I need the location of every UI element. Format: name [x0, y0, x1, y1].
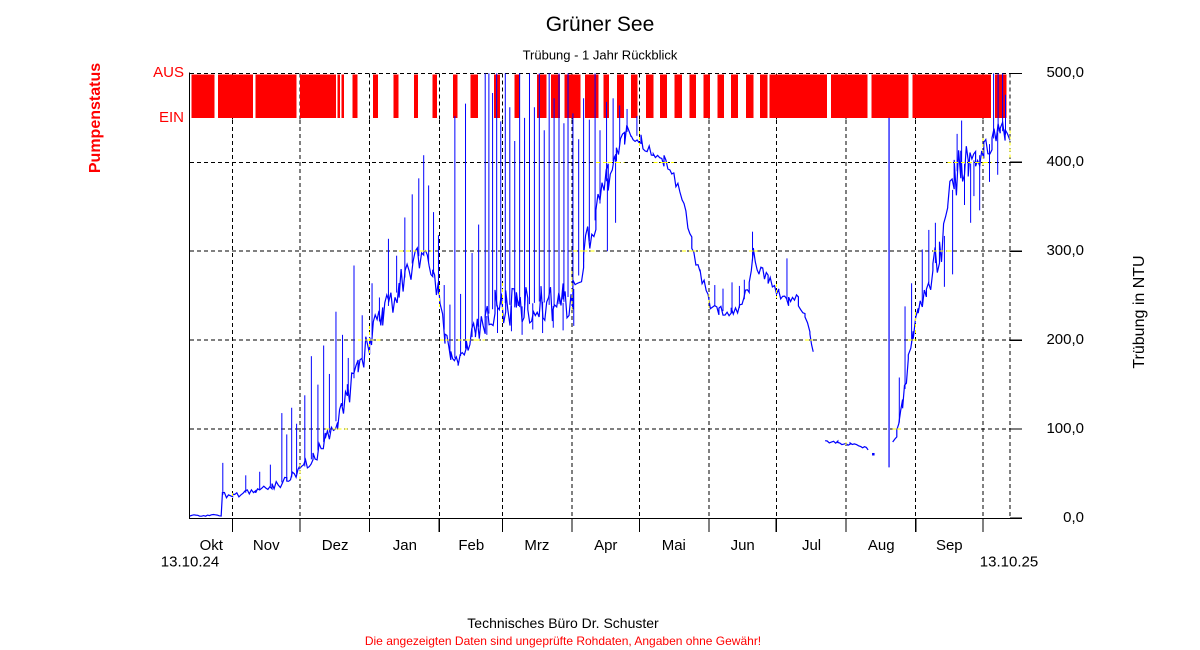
page-title: Grüner See: [545, 13, 655, 36]
axes: [188, 72, 1022, 532]
y-tick-label: 0,0: [1063, 509, 1084, 526]
month-label: Mai: [661, 537, 686, 554]
month-label: Sep: [935, 537, 963, 554]
footer-disclaimer: Die angezeigten Daten sind ungeprüfte Ro…: [364, 634, 762, 648]
month-label: Aug: [867, 537, 895, 554]
month-label: Apr: [594, 537, 618, 554]
month-label: Jan: [392, 537, 417, 554]
month-label: Feb: [458, 537, 485, 554]
y-axis-label: Trübung in NTU: [1131, 255, 1148, 369]
footer-company: Technisches Büro Dr. Schuster: [467, 615, 659, 631]
y-tick-label: 200,0: [1046, 331, 1084, 349]
y-tick-label: 100,0: [1046, 420, 1084, 438]
month-label: Jun: [730, 537, 755, 554]
gridline-xor-overlay: [232, 130, 1011, 499]
y-tick-label: 400,0: [1046, 153, 1084, 171]
pump-off-label: AUS: [153, 64, 184, 81]
month-label: Okt: [199, 537, 223, 554]
month-label: Dez: [321, 537, 349, 554]
pump-on-label: EIN: [158, 109, 184, 126]
page-subtitle: Trübung - 1 Jahr Rückblick: [522, 47, 678, 63]
end-date-label: 13.10.25: [979, 553, 1039, 571]
month-label: Mrz: [524, 537, 550, 554]
month-label: Nov: [252, 537, 280, 554]
start-date-label: 13.10.24: [160, 553, 220, 571]
y-tick-label: 300,0: [1046, 242, 1084, 260]
turbidity-series: [189, 73, 1011, 517]
pump-status-bar: [191, 74, 1007, 118]
month-label: Jul: [801, 537, 822, 554]
y-tick-label: 500,0: [1046, 64, 1084, 82]
